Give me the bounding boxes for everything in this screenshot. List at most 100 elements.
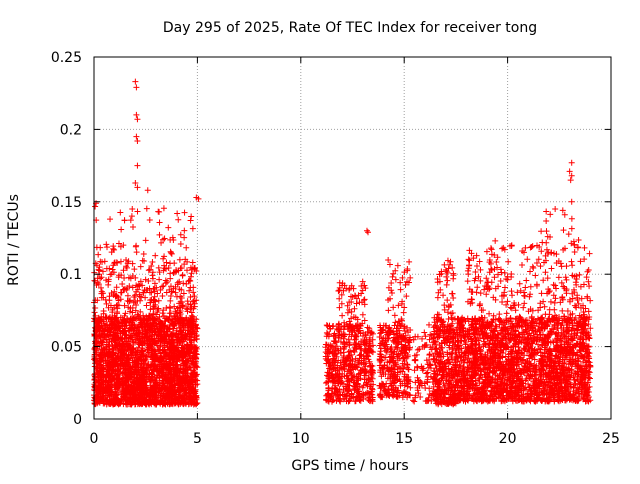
- data-point: [450, 291, 456, 297]
- data-point: [119, 281, 125, 287]
- data-point: [441, 262, 447, 268]
- data-point: [389, 290, 395, 296]
- data-point: [389, 274, 395, 280]
- data-point: [357, 352, 363, 358]
- data-point: [448, 351, 454, 357]
- data-point: [141, 251, 147, 257]
- data-point: [188, 218, 194, 224]
- data-point: [164, 279, 170, 285]
- data-point: [335, 288, 341, 294]
- data-point: [157, 220, 163, 226]
- data-point: [426, 352, 432, 358]
- data-point: [190, 260, 196, 266]
- data-point: [187, 277, 193, 283]
- chart-title: Day 295 of 2025, Rate Of TEC Index for r…: [163, 20, 537, 36]
- data-point: [178, 241, 184, 247]
- data-point: [128, 217, 134, 223]
- data-point: [385, 307, 391, 313]
- data-point: [354, 301, 360, 307]
- data-point: [390, 304, 396, 310]
- data-point: [174, 210, 180, 216]
- data-point: [190, 226, 196, 232]
- data-point: [174, 294, 180, 300]
- data-point: [175, 217, 181, 223]
- data-point: [392, 312, 398, 318]
- data-point: [95, 252, 101, 258]
- data-point: [398, 287, 404, 293]
- data-point: [157, 232, 163, 238]
- data-point: [181, 228, 187, 234]
- data-point: [121, 275, 127, 281]
- data-point: [411, 398, 417, 404]
- data-point: [393, 277, 399, 283]
- data-point: [138, 264, 144, 270]
- data-point: [165, 225, 171, 231]
- data-point: [168, 293, 174, 299]
- data-point: [415, 347, 421, 353]
- data-point: [167, 304, 173, 310]
- data-point: [360, 312, 366, 318]
- data-point: [143, 302, 149, 308]
- data-point: [122, 217, 128, 223]
- data-point: [346, 287, 352, 293]
- data-point: [347, 348, 353, 354]
- data-points: [91, 79, 593, 408]
- data-point: [161, 205, 167, 211]
- data-point: [177, 257, 183, 263]
- data-point: [103, 241, 109, 247]
- data-point: [351, 306, 357, 312]
- data-point: [444, 282, 450, 288]
- data-point: [149, 272, 155, 278]
- data-point: [431, 356, 437, 362]
- data-point: [129, 213, 135, 219]
- data-point: [345, 310, 351, 316]
- data-point: [412, 334, 418, 340]
- data-point: [341, 345, 347, 351]
- data-point: [401, 310, 407, 316]
- data-point: [443, 274, 449, 280]
- data-point: [440, 375, 446, 381]
- data-point: [171, 260, 177, 266]
- data-point: [131, 266, 137, 272]
- data-point: [395, 263, 401, 269]
- data-point: [107, 216, 113, 222]
- data-point: [133, 243, 139, 249]
- data-point: [423, 371, 429, 377]
- data-point: [102, 258, 108, 264]
- data-point: [130, 224, 136, 230]
- data-point: [134, 249, 140, 255]
- data-point: [117, 210, 123, 216]
- data-point: [97, 245, 103, 251]
- data-point: [444, 278, 450, 284]
- data-point: [156, 209, 162, 215]
- data-point: [160, 310, 166, 316]
- data-point: [182, 210, 188, 216]
- data-point: [110, 246, 116, 252]
- data-point: [168, 250, 174, 256]
- data-point: [395, 302, 401, 308]
- data-point: [156, 277, 162, 283]
- data-point: [183, 245, 189, 251]
- data-point: [185, 298, 191, 304]
- data-point: [135, 208, 141, 214]
- data-point: [181, 235, 187, 241]
- data-point: [407, 275, 413, 281]
- data-point: [450, 295, 456, 301]
- data-point: [339, 313, 345, 319]
- data-point: [187, 285, 193, 291]
- data-point: [421, 330, 427, 336]
- data-point: [144, 206, 150, 212]
- data-point: [149, 259, 155, 265]
- data-point: [444, 297, 450, 303]
- data-point: [435, 295, 441, 301]
- data-point: [147, 267, 153, 273]
- data-point: [178, 232, 184, 238]
- data-point: [92, 309, 98, 315]
- data-point: [188, 213, 194, 219]
- data-point: [140, 258, 146, 264]
- data-point: [446, 316, 452, 322]
- data-point: [162, 235, 168, 241]
- data-point: [152, 294, 158, 300]
